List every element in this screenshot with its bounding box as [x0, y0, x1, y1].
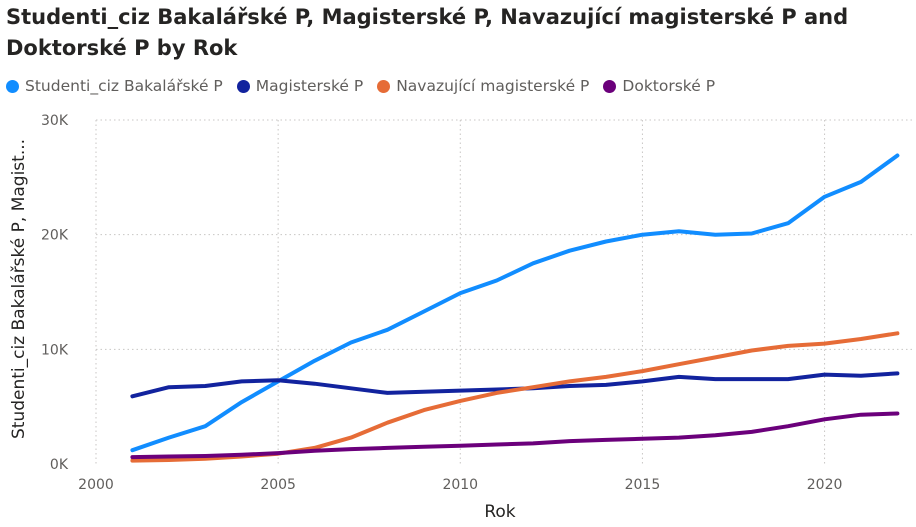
y-tick-label: 30K [41, 113, 69, 129]
x-tick-label: 2020 [807, 477, 843, 493]
series-line[interactable] [130, 153, 900, 453]
x-axis-title: Rok [484, 502, 515, 522]
legend-item[interactable]: Studenti_ciz Bakalářské P [6, 77, 223, 95]
x-tick-label: 2005 [260, 477, 296, 493]
legend-marker [6, 79, 19, 93]
y-axis-title: Studenti_ciz Bakalářské P, Magist... [9, 139, 29, 439]
chart-title: Studenti_ciz Bakalářské P, Magisterské P… [6, 5, 849, 60]
legend-label: Navazující magisterské P [396, 77, 590, 95]
x-tick-label: 2015 [625, 477, 661, 493]
y-axis-ticks: 0K 10K 20K 30K [41, 113, 69, 473]
legend-marker [603, 79, 617, 93]
legend-marker [377, 79, 391, 93]
legend-marker [236, 79, 250, 93]
chart-grid [95, 119, 912, 464]
y-tick-label: 20K [41, 228, 69, 244]
series-lines [130, 153, 900, 463]
legend-item[interactable]: Navazující magisterské P [377, 77, 589, 95]
x-axis-ticks: 2000 2005 2010 2015 2020 [78, 477, 842, 493]
legend-label: Studenti_ciz Bakalářské P [25, 77, 223, 95]
series-line[interactable] [130, 371, 900, 399]
x-tick-label: 2010 [442, 477, 478, 493]
y-tick-label: 10K [41, 342, 69, 358]
legend-label: Doktorské P [622, 77, 716, 95]
chart-legend: Studenti_ciz Bakalářské P Magisterské P Na… [6, 74, 729, 98]
x-tick-label: 2000 [78, 477, 114, 493]
legend-item[interactable]: Magisterské P [236, 77, 364, 95]
legend-item[interactable]: Doktorské P [603, 77, 715, 95]
y-tick-label: 0K [50, 457, 69, 473]
series-line[interactable] [130, 411, 900, 460]
legend-label: Magisterské P [255, 77, 364, 95]
